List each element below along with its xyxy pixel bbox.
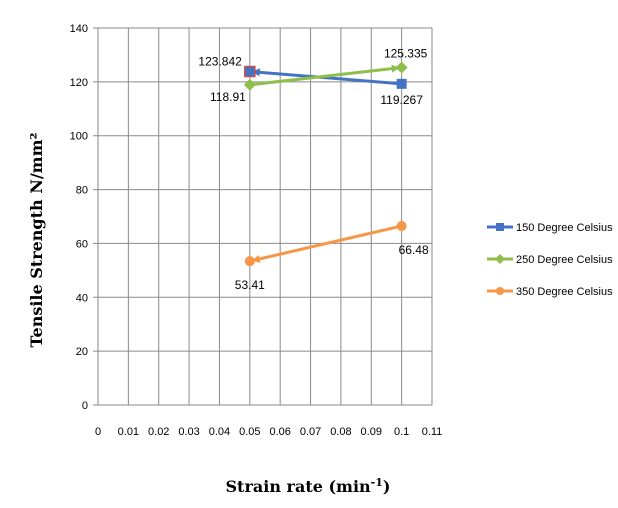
legend-item: 150 Degree Celsius — [487, 222, 613, 234]
x-tick-label: 0.11 — [422, 426, 443, 438]
data-label: 123.842 — [198, 55, 242, 69]
y-tick-label: 20 — [76, 346, 88, 358]
point-marker — [496, 223, 504, 231]
y-axis-title: Tensile Strength N/mm² — [27, 132, 46, 347]
point-marker — [396, 78, 407, 89]
series-line — [251, 68, 402, 86]
series-line — [249, 64, 400, 87]
data-label: 125.335 — [384, 46, 428, 60]
tick-labels: 0 0.01 0.02 0.03 0.04 0.05 0.06 0.07 0.08 0.09 0.1… — [70, 23, 443, 438]
series-3 — [244, 220, 407, 267]
x-axis-title: Strain rate (min-1) — [226, 476, 391, 496]
x-tick-label: 0.04 — [209, 426, 230, 438]
y-tick-label: 60 — [76, 238, 88, 250]
point-marker — [395, 61, 408, 74]
legend-label: 150 Degree Celsius — [516, 222, 613, 234]
point-marker — [244, 65, 256, 78]
legend-item: 250 Degree Celsius — [487, 254, 613, 266]
legend-item: 350 Degree Celsius — [487, 286, 613, 298]
data-label: 53.41 — [235, 278, 265, 292]
legend: 150 Degree Celsius 250 Degree Celsius 350 … — [487, 222, 613, 298]
y-tick-label: 100 — [70, 131, 88, 143]
x-tick-label: 0.1 — [394, 426, 409, 438]
y-tick-label: 120 — [70, 77, 88, 89]
point-marker — [496, 287, 504, 295]
x-tick-label: 0.07 — [300, 426, 321, 438]
x-tick-label: 0 — [95, 426, 101, 438]
point-marker — [244, 256, 255, 267]
x-tick-label: 0.01 — [118, 426, 139, 438]
x-tick-label: 0.03 — [178, 426, 199, 438]
x-tick-label: 0.06 — [269, 426, 290, 438]
data-label: 119.267 — [380, 93, 423, 107]
series-1 — [244, 65, 407, 89]
legend-label: 350 Degree Celsius — [516, 286, 613, 298]
series-2 — [243, 61, 408, 91]
x-tick-label: 0.08 — [330, 426, 351, 438]
y-tick-label: 40 — [76, 292, 88, 304]
data-label: 66.48 — [399, 243, 429, 257]
x-tick-label: 0.09 — [361, 426, 382, 438]
x-tick-label: 0.02 — [148, 426, 169, 438]
y-tick-label: 0 — [82, 400, 88, 412]
data-label: 118.91 — [210, 90, 246, 104]
point-marker — [396, 220, 407, 231]
legend-label: 250 Degree Celsius — [516, 254, 613, 266]
plot-grid — [93, 27, 433, 406]
y-tick-label: 80 — [76, 185, 88, 197]
series-line — [251, 224, 402, 263]
point-marker — [495, 254, 505, 264]
series-layer — [243, 61, 408, 267]
y-tick-label: 140 — [70, 23, 88, 35]
point-marker — [243, 78, 256, 91]
data-labels: 119.267 123.842 118.91 125.335 66.48 53.41 — [198, 46, 429, 292]
x-tick-label: 0.05 — [239, 426, 260, 438]
